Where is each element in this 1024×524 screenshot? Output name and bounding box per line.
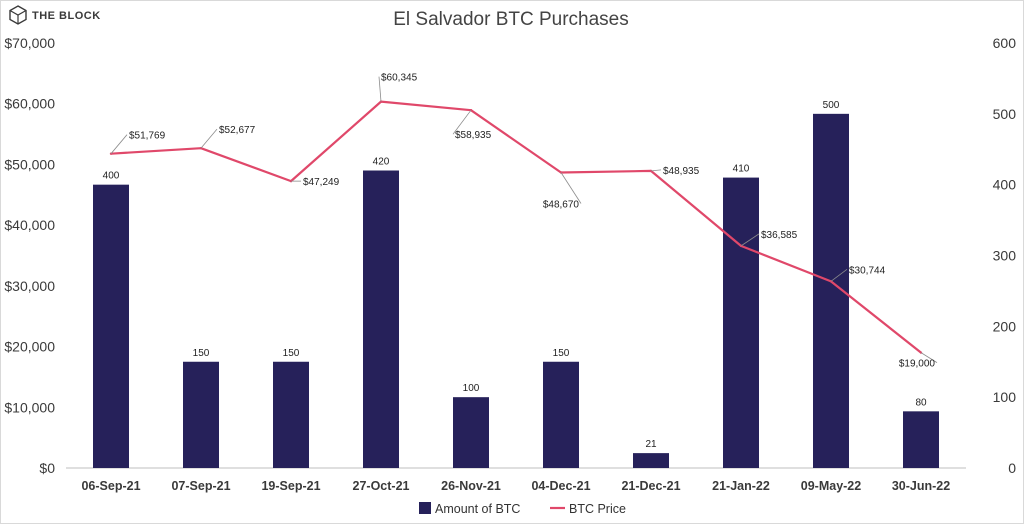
x-tick-label: 06-Sep-21 <box>81 479 140 493</box>
y-right-tick-label: 600 <box>993 35 1017 51</box>
y-left-tick-label: $50,000 <box>4 156 55 172</box>
x-axis: 06-Sep-21 07-Sep-21 19-Sep-21 27-Oct-21 26-N… <box>81 479 950 493</box>
bar-value-label: 500 <box>823 100 840 111</box>
bar-value-label: 420 <box>373 157 390 168</box>
leader-line <box>560 172 582 204</box>
bar-value-label: 410 <box>733 164 750 175</box>
bar <box>273 361 309 468</box>
price-value-label: $60,345 <box>381 73 418 84</box>
y-right-tick-label: 0 <box>1008 460 1016 476</box>
y-left-tick-label: $10,000 <box>4 399 55 415</box>
y-left-tick-label: $0 <box>39 460 55 476</box>
price-value-label: $48,670 <box>543 200 580 211</box>
line-series <box>109 100 923 354</box>
bar-value-label: 150 <box>283 348 300 359</box>
x-tick-label: 21-Jan-22 <box>712 479 770 493</box>
y-left-tick-label: $30,000 <box>4 278 55 294</box>
brand-name: THE BLOCK <box>32 10 101 22</box>
price-value-label: $30,744 <box>849 265 886 276</box>
x-tick-label: 19-Sep-21 <box>261 479 320 493</box>
legend-label-price: BTC Price <box>569 502 626 516</box>
price-line <box>110 100 922 354</box>
bar-value-label: 400 <box>103 171 120 182</box>
bar <box>453 397 489 468</box>
price-value-label: $36,585 <box>761 230 798 241</box>
line-data-labels: $51,769 $52,677 $47,249 $60,345 $58,935 $48,6… <box>129 73 935 370</box>
bar-value-label: 80 <box>915 397 927 408</box>
bar <box>183 361 219 468</box>
y-axis-left: $0 $10,000 $20,000 $30,000 $40,000 $50,000 $60… <box>4 35 55 476</box>
bar <box>363 170 399 468</box>
bar <box>633 453 669 468</box>
price-value-label: $58,935 <box>455 130 492 141</box>
price-value-label: $19,000 <box>899 359 936 370</box>
bar <box>93 184 129 468</box>
bar-value-label: 150 <box>553 348 570 359</box>
bar-value-label: 100 <box>463 383 480 394</box>
y-right-tick-label: 300 <box>993 248 1017 264</box>
x-tick-label: 07-Sep-21 <box>171 479 230 493</box>
bar <box>723 177 759 469</box>
legend-label-amount: Amount of BTC <box>435 502 520 516</box>
leader-line <box>920 352 938 363</box>
chart-title: El Salvador BTC Purchases <box>393 9 629 30</box>
legend-swatch-amount <box>419 502 431 514</box>
bar <box>543 361 579 468</box>
bar-series <box>93 113 939 469</box>
brand-logo: THE BLOCK <box>9 5 101 25</box>
bar <box>903 411 939 468</box>
x-tick-label: 21-Dec-21 <box>621 479 680 493</box>
y-right-tick-label: 200 <box>993 318 1017 334</box>
x-tick-label: 27-Oct-21 <box>353 479 410 493</box>
leader-line <box>650 169 662 172</box>
x-tick-label: 09-May-22 <box>801 479 861 493</box>
y-right-tick-label: 100 <box>993 389 1017 405</box>
bar-value-label: 21 <box>645 439 657 450</box>
leader-line <box>110 134 128 154</box>
price-value-label: $47,249 <box>303 177 340 188</box>
legend: Amount of BTC BTC Price <box>419 502 626 516</box>
y-axis-right: 0 100 200 300 400 500 600 <box>993 35 1017 476</box>
price-value-label: $51,769 <box>129 131 166 142</box>
leader-line <box>830 269 848 282</box>
price-value-label: $52,677 <box>219 125 256 136</box>
bar-data-labels: 400 150 150 420 100 150 21 410 500 80 <box>103 100 927 450</box>
line-leader-lines <box>110 76 938 363</box>
leader-line <box>200 128 218 149</box>
price-value-label: $48,935 <box>663 166 700 177</box>
y-left-tick-label: $60,000 <box>4 96 55 112</box>
x-tick-label: 30-Jun-22 <box>892 479 950 493</box>
leader-line <box>452 109 472 135</box>
y-left-tick-label: $20,000 <box>4 339 55 355</box>
x-tick-label: 26-Nov-21 <box>441 479 501 493</box>
leader-line <box>378 76 382 102</box>
x-tick-label: 04-Dec-21 <box>531 479 590 493</box>
cube-icon <box>9 5 27 25</box>
y-left-tick-label: $40,000 <box>4 217 55 233</box>
bar-value-label: 150 <box>193 348 210 359</box>
y-left-tick-label: $70,000 <box>4 35 55 51</box>
leader-line <box>740 233 760 247</box>
y-right-tick-label: 500 <box>993 106 1017 122</box>
y-right-tick-label: 400 <box>993 177 1017 193</box>
